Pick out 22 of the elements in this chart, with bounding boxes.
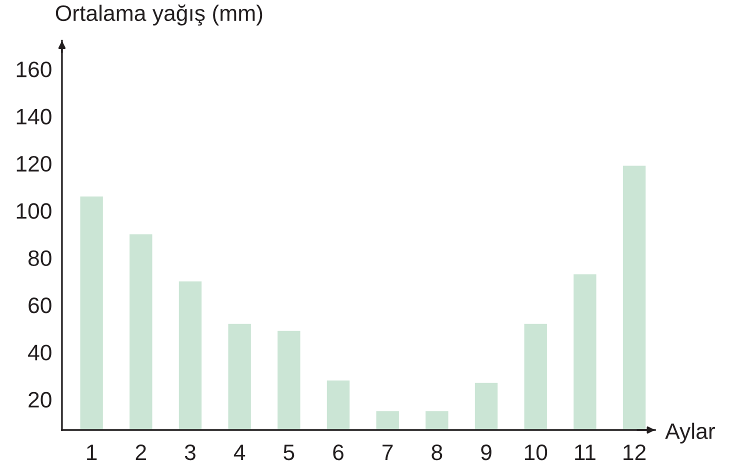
x-tick-label: 5 (284, 444, 294, 460)
x-tick-label: 6 (333, 444, 344, 460)
x-tick-label: 10 (524, 444, 548, 460)
x-tick-label: 8 (432, 444, 442, 460)
y-axis-title: Ortalama yağış (mm) (56, 4, 262, 26)
x-tick-label: 4 (234, 444, 246, 460)
x-axis-title: Aylar (665, 422, 715, 444)
y-tick-label: 160 (16, 62, 52, 78)
y-tick-label: 60 (28, 298, 52, 314)
y-tick-label: 140 (16, 108, 52, 124)
x-tick-label: 12 (624, 444, 646, 460)
y-tick-label: 20 (28, 392, 52, 408)
x-tick-label: 1 (87, 444, 97, 460)
y-tick-label: 80 (28, 250, 52, 266)
x-tick-label: 9 (481, 444, 492, 460)
y-tick-label: 40 (28, 344, 52, 360)
y-tick-label: 100 (16, 203, 52, 219)
x-tick-label: 7 (382, 444, 393, 460)
x-tick-label: 3 (184, 444, 196, 460)
y-tick-label: 120 (16, 156, 52, 172)
x-tick-label: 2 (136, 444, 146, 460)
x-tick-label: 11 (575, 444, 596, 460)
